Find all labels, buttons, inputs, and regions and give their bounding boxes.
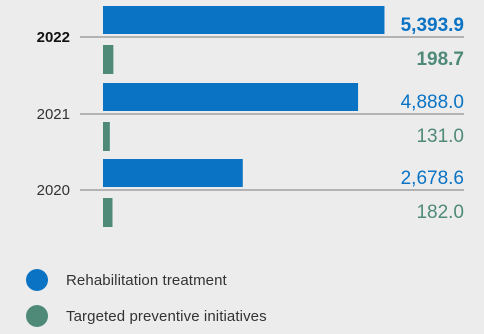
legend-item-preventive: Targeted preventive initiatives	[26, 298, 466, 334]
year-2021-label: 2021	[37, 106, 70, 123]
chart: 2022 5,393.9 198.7 2021 4,888.0 131.0 2020 2,67…	[26, 6, 464, 327]
year-2021-bar-rehabilitation	[103, 83, 359, 111]
year-2022-value-rehabilitation: 5,393.9	[401, 15, 464, 36]
year-2022-bar-rehabilitation	[103, 6, 385, 34]
legend-item-rehabilitation: Rehabilitation treatment	[26, 262, 466, 298]
year-2022-label: 2022	[37, 29, 70, 46]
year-2020-value-rehabilitation: 2,678.6	[401, 168, 464, 189]
year-2020-value-preventive: 182.0	[416, 202, 464, 223]
bar-chart-plot: 2022 5,393.9 198.7 2021 4,888.0 131.0 2020 2,67…	[37, 6, 464, 227]
year-2020-bar-preventive	[103, 198, 113, 227]
year-2021-value-preventive: 131.0	[416, 126, 464, 147]
year-2022-value-preventive: 198.7	[416, 49, 464, 70]
year-2020-label: 2020	[37, 182, 70, 199]
legend-swatch-preventive	[26, 305, 48, 327]
year-2021-bar-preventive	[103, 122, 110, 151]
year-2022-bar-preventive	[103, 45, 114, 74]
legend-swatch-rehabilitation	[26, 269, 48, 291]
year-2021-value-rehabilitation: 4,888.0	[401, 92, 464, 113]
year-2020-bar-rehabilitation	[103, 159, 243, 187]
legend-label-rehabilitation: Rehabilitation treatment	[66, 271, 227, 289]
legend-label-preventive: Targeted preventive initiatives	[66, 307, 267, 325]
legend: Rehabilitation treatment Targeted preven…	[26, 262, 466, 334]
